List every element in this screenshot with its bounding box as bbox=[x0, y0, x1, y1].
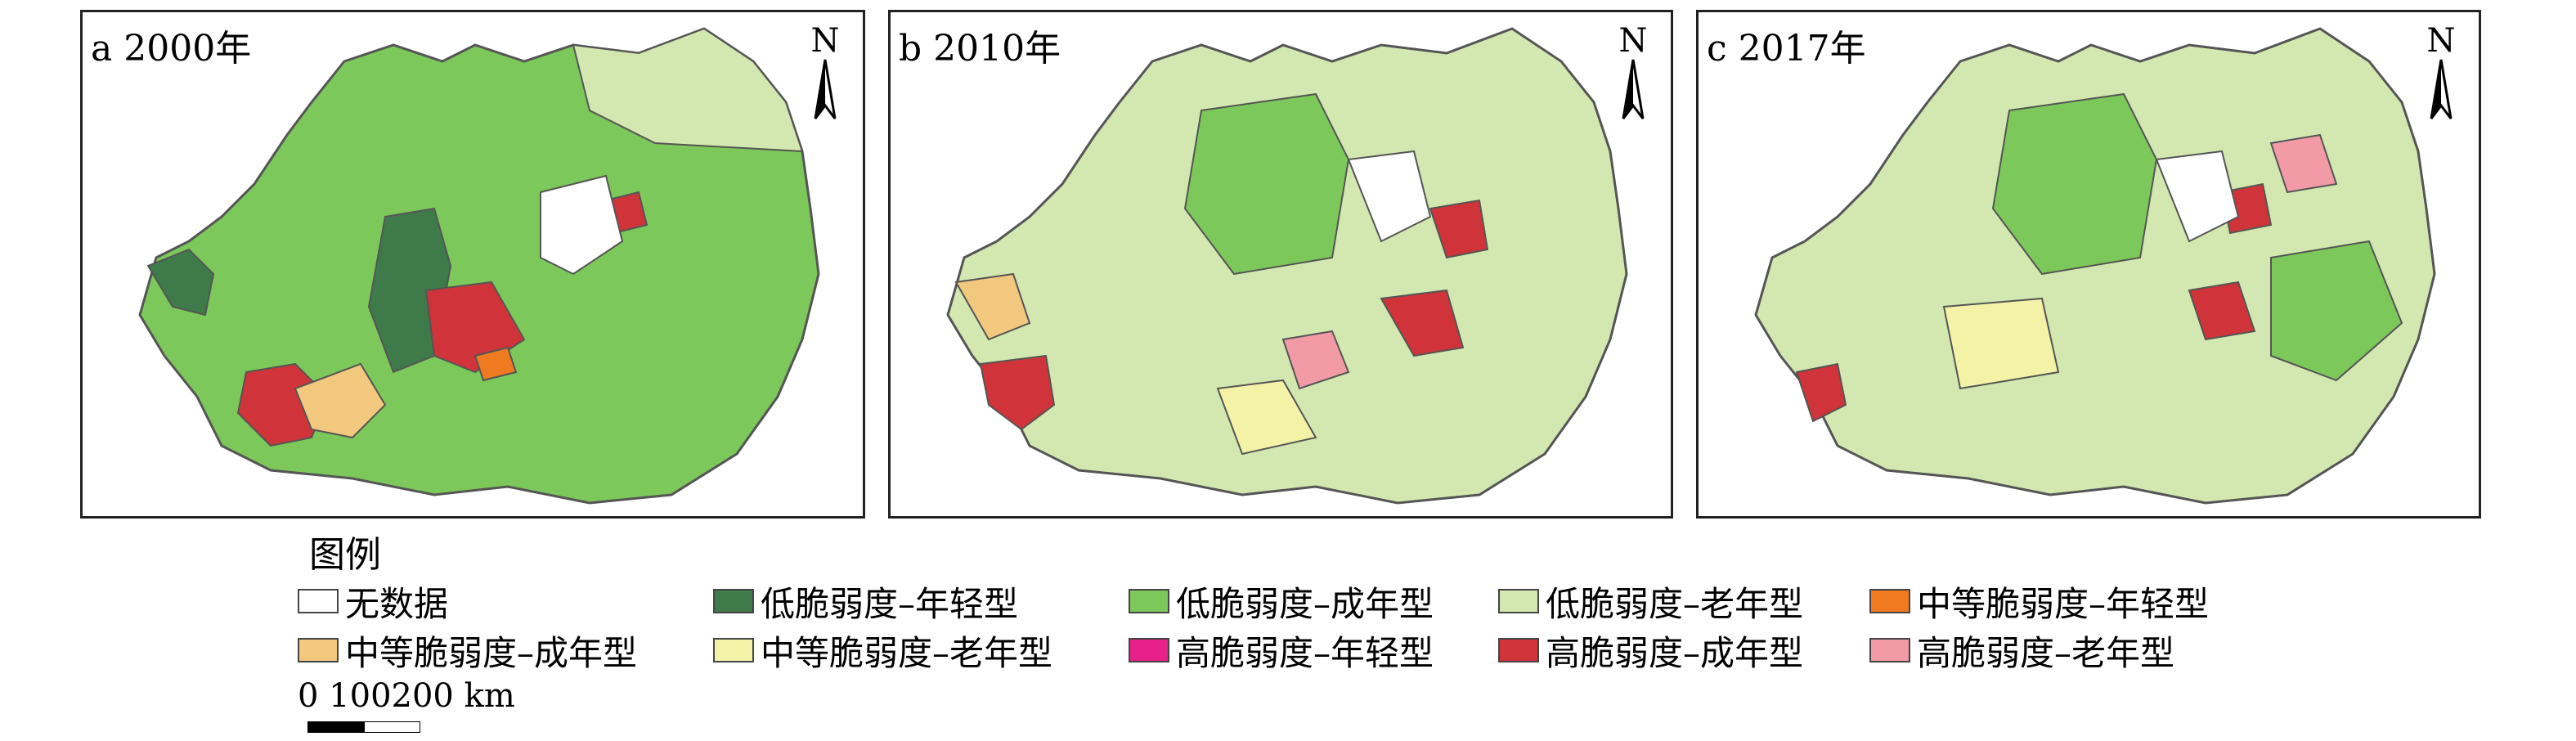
north-label: N bbox=[811, 22, 840, 60]
region-center-adult bbox=[1183, 92, 1350, 276]
north-arrow-icon: N bbox=[2427, 22, 2456, 119]
region-east bbox=[572, 27, 804, 153]
north-arrow-icon: N bbox=[1619, 22, 1648, 119]
legend-swatch bbox=[1498, 589, 1539, 613]
map-2017 bbox=[1754, 27, 2436, 505]
region-west-young bbox=[146, 248, 215, 317]
legend-swatch bbox=[298, 589, 339, 613]
scale-label: 0 100200 km bbox=[298, 677, 515, 715]
region-mid-old bbox=[1942, 297, 2060, 390]
legend-label: 无数据 bbox=[345, 583, 449, 624]
legend-item-mid-adult: 中等脆弱度–成年型 bbox=[298, 630, 637, 673]
region-nodata bbox=[2155, 150, 2240, 243]
legend-item-low-adult: 低脆弱度–成年型 bbox=[1129, 581, 1434, 624]
legend-label: 低脆弱度–老年型 bbox=[1546, 583, 1804, 624]
legend-item-high-young: 高脆弱度–年轻型 bbox=[1129, 630, 1434, 673]
panel-label: b 2010年 bbox=[899, 28, 1061, 70]
legend-swatch bbox=[713, 589, 754, 613]
region-high-adult-3 bbox=[1429, 199, 1489, 259]
legend-item-mid-young: 中等脆弱度–年轻型 bbox=[1869, 581, 2209, 624]
map-panel-2017: c 2017年 N bbox=[1696, 10, 2481, 519]
legend-swatch bbox=[713, 638, 754, 662]
legend-item-low-old: 低脆弱度–老年型 bbox=[1498, 581, 1803, 624]
panel-label: a 2000年 bbox=[91, 28, 252, 70]
map-2010 bbox=[946, 27, 1628, 505]
north-label: N bbox=[2427, 22, 2456, 60]
legend-swatch bbox=[1129, 638, 1169, 662]
region-high-adult-2 bbox=[2188, 281, 2256, 341]
legend-label: 高脆弱度–成年型 bbox=[1546, 632, 1804, 673]
legend-swatch bbox=[1498, 638, 1539, 662]
legend-item-no-data: 无数据 bbox=[298, 581, 448, 624]
legend-label: 中等脆弱度–成年型 bbox=[345, 632, 638, 673]
legend-swatch bbox=[1869, 638, 1910, 662]
map-panel-2010: b 2010年 N bbox=[888, 10, 1673, 519]
panel-label: c 2017年 bbox=[1707, 28, 1866, 70]
region-high-old bbox=[2269, 133, 2338, 194]
region-high-old bbox=[1281, 330, 1350, 390]
north-arrow-icon: N bbox=[811, 22, 840, 119]
region-center-adult bbox=[1991, 92, 2158, 276]
legend-label: 中等脆弱度–老年型 bbox=[761, 632, 1053, 673]
legend-label: 低脆弱度–成年型 bbox=[1176, 583, 1434, 624]
legend-label: 高脆弱度–年轻型 bbox=[1176, 632, 1434, 673]
legend-label: 低脆弱度–年轻型 bbox=[761, 583, 1019, 624]
legend-label: 中等脆弱度–年轻型 bbox=[1917, 583, 2210, 624]
region-high-adult-2 bbox=[1380, 289, 1465, 357]
legend-item-high-old: 高脆弱度–老年型 bbox=[1869, 630, 2174, 673]
legend-swatch bbox=[1129, 589, 1169, 613]
legend-swatch bbox=[298, 638, 339, 662]
legend-item-high-adult: 高脆弱度–成年型 bbox=[1498, 630, 1803, 673]
region-east-adult bbox=[2270, 240, 2403, 382]
region-high-adult-1 bbox=[979, 354, 1056, 431]
region-nodata bbox=[540, 174, 624, 276]
legend-item-mid-old: 中等脆弱度–老年型 bbox=[713, 630, 1052, 673]
legend-item-low-young: 低脆弱度–年轻型 bbox=[713, 581, 1018, 624]
region-nodata bbox=[1347, 150, 1432, 243]
region-mid-old bbox=[1216, 379, 1317, 456]
scale-bar bbox=[307, 721, 420, 733]
map-panel-2000: a 2000年 N bbox=[80, 10, 865, 519]
north-label: N bbox=[1619, 22, 1648, 60]
map-2000 bbox=[138, 27, 820, 505]
legend-title: 图例 bbox=[309, 534, 381, 576]
region-west-mid-adult bbox=[954, 272, 1031, 341]
legend-swatch bbox=[1869, 589, 1910, 613]
region-mid-adult bbox=[294, 362, 387, 439]
region-high-adult-1 bbox=[1795, 362, 1847, 423]
region-mid-young bbox=[473, 346, 518, 382]
legend-label: 高脆弱度–老年型 bbox=[1917, 632, 2175, 673]
